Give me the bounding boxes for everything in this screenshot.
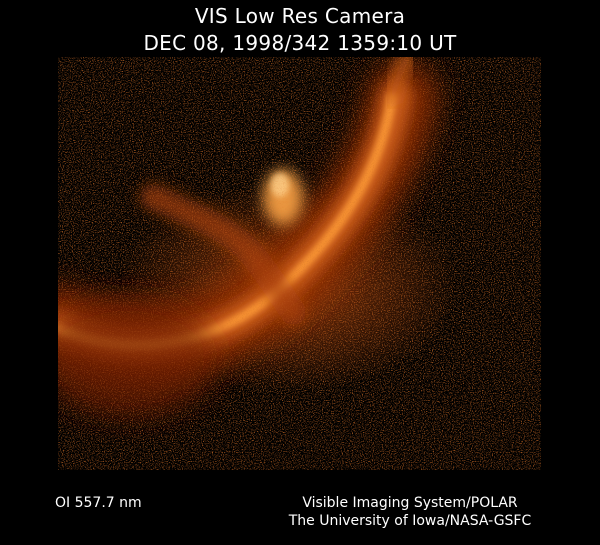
auroral-image xyxy=(58,57,541,470)
auroral-oval-image xyxy=(58,57,541,470)
foreground-noise xyxy=(58,57,541,470)
wavelength-label: OI 557.7 nm xyxy=(55,495,142,511)
credits: Visible Imaging System/POLAR The Univers… xyxy=(250,494,570,530)
instrument-label: Visible Imaging System/POLAR xyxy=(302,495,518,511)
image-header: VIS Low Res Camera DEC 08, 1998/342 1359… xyxy=(0,3,600,57)
observation-timestamp: DEC 08, 1998/342 1359:10 UT xyxy=(143,31,457,55)
camera-title: VIS Low Res Camera xyxy=(194,4,406,28)
institution-label: The University of Iowa/NASA-GSFC xyxy=(288,513,532,529)
